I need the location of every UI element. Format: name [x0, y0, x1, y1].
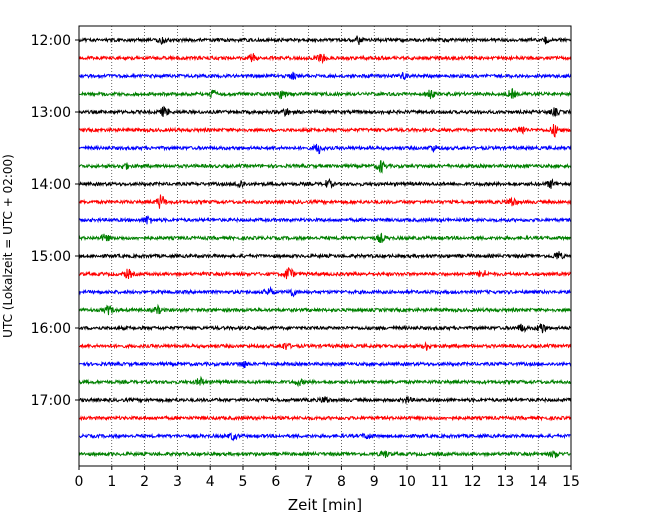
trace-row: [78, 232, 572, 243]
seismic-traces: [78, 35, 572, 459]
x-tick-label: 1: [107, 474, 116, 490]
trace-row: [78, 414, 572, 422]
trace-row: [78, 35, 572, 46]
y-axis-ticks: 12:00 13:00 14:00 15:00 16:00 17:00: [31, 33, 79, 409]
trace-row: [78, 105, 572, 118]
y-tick-label: 13:00: [31, 105, 71, 121]
x-tick-label: 3: [173, 474, 182, 490]
trace-row: [78, 88, 572, 100]
trace-row: [78, 251, 572, 260]
x-tick-label: 9: [370, 474, 379, 490]
x-tick-label: 6: [271, 474, 280, 490]
trace-row: [78, 214, 572, 225]
plot-frame: [78, 25, 572, 467]
trace-row: [78, 123, 572, 138]
trace-row: [78, 194, 572, 209]
trace-row: [78, 303, 572, 316]
trace-row: [78, 267, 572, 280]
trace-row: [78, 177, 572, 189]
x-tick-label: 7: [304, 474, 313, 490]
trace-row: [78, 143, 572, 155]
trace-row: [78, 71, 572, 81]
trace-row: [78, 396, 572, 404]
y-axis-label: UTC (Lokalzeit = UTC + 02:00): [1, 154, 15, 338]
trace-row: [78, 160, 572, 174]
x-tick-label: 10: [398, 474, 416, 490]
y-tick-label: 17:00: [31, 393, 71, 409]
x-axis-ticks: 0 1 2 3 4 5 6 7 8 9 10 11 12 13 14 15: [75, 466, 580, 490]
trace-row: [78, 360, 572, 369]
x-tick-label: 8: [337, 474, 346, 490]
trace-row: [78, 53, 572, 65]
trace-row: [78, 341, 572, 352]
x-tick-label: 2: [140, 474, 149, 490]
x-tick-label: 0: [75, 474, 84, 490]
x-tick-label: 14: [529, 474, 547, 490]
x-tick-label: 13: [496, 474, 514, 490]
x-tick-label: 5: [239, 474, 248, 490]
y-tick-label: 14:00: [31, 177, 71, 193]
trace-row: [78, 323, 572, 334]
x-tick-label: 12: [464, 474, 482, 490]
x-tick-label: 11: [431, 474, 449, 490]
y-tick-label: 12:00: [31, 33, 71, 49]
trace-row: [78, 375, 572, 388]
y-tick-label: 15:00: [31, 249, 71, 265]
x-axis-label: Zeit [min]: [288, 496, 362, 514]
grid-lines: [111, 26, 539, 466]
x-tick-label: 15: [562, 474, 580, 490]
y-tick-label: 16:00: [31, 321, 71, 337]
trace-row: [78, 432, 572, 442]
trace-row: [78, 449, 572, 459]
trace-row: [78, 285, 572, 298]
x-tick-label: 4: [206, 474, 215, 490]
